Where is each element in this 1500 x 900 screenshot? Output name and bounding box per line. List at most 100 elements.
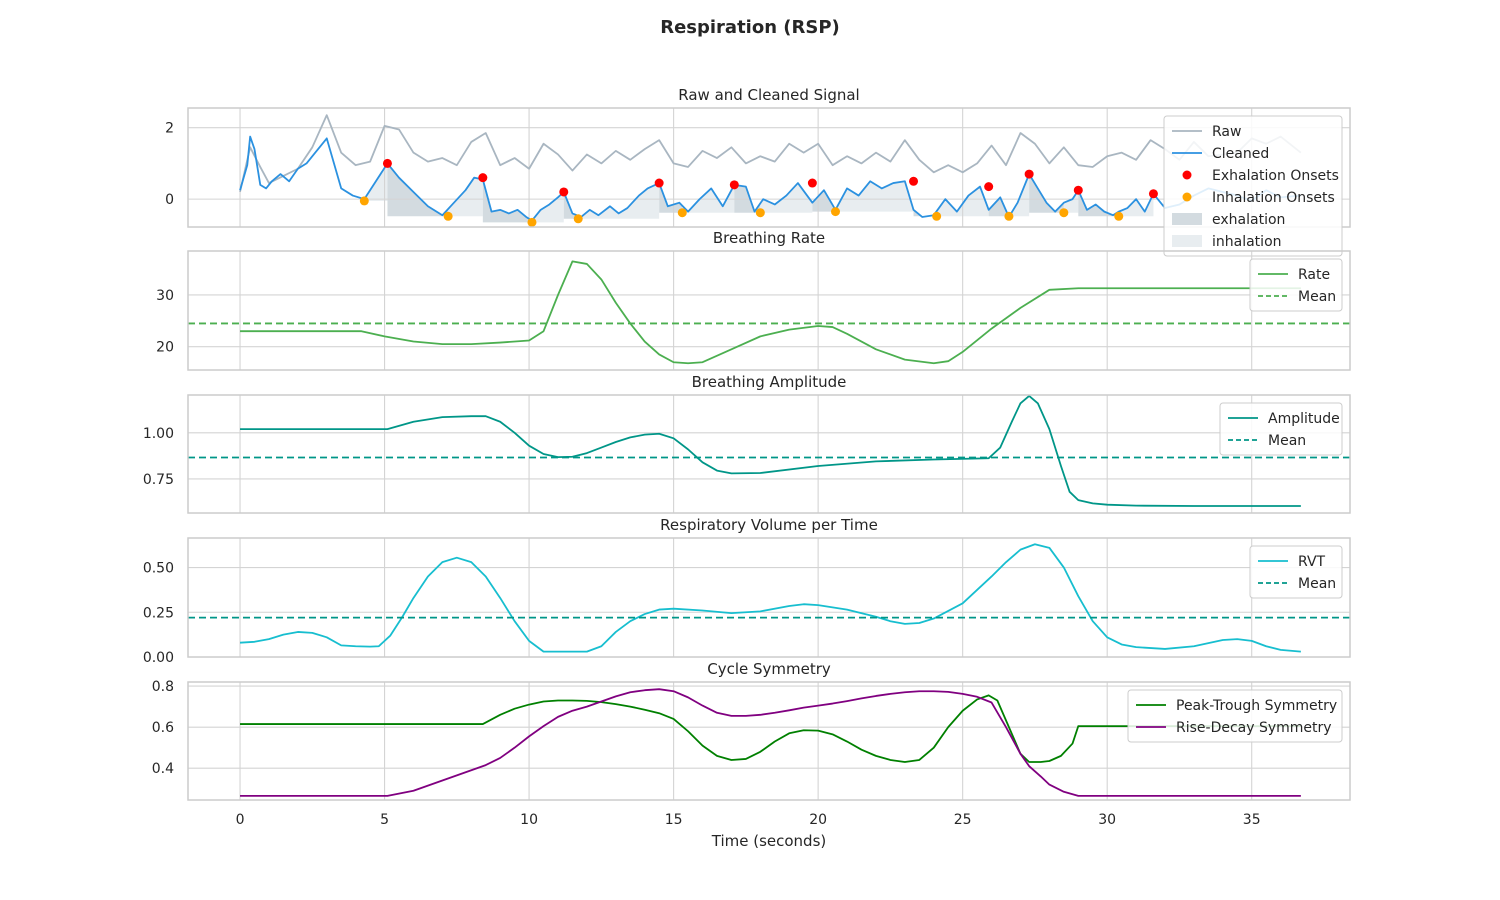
legend-box [1219, 402, 1343, 456]
y-tick-label: 0.50 [143, 561, 174, 577]
legend-patch-swatch [1172, 235, 1202, 247]
axes-frame [187, 394, 1351, 514]
legend-marker-swatch [1182, 192, 1192, 202]
exhalation-area [988, 197, 1009, 217]
series-line [240, 260, 1301, 365]
inhalation-area [1008, 174, 1030, 217]
panel-title: Breathing Amplitude [692, 373, 847, 391]
onset-point [807, 178, 817, 188]
legend: Rate Mean [1249, 258, 1343, 312]
legend: Peak-Trough Symmetry Rise-Decay Symmetry [1127, 689, 1343, 743]
legend-box [1249, 258, 1343, 312]
onset-point [1114, 211, 1124, 221]
onset-point [573, 214, 583, 224]
y-tick-label: 0.00 [143, 650, 174, 666]
x-tick-label: 30 [1098, 812, 1116, 828]
exhalation-area [387, 163, 449, 217]
legend: Amplitude Mean [1219, 402, 1343, 456]
legend-patch-swatch [1172, 213, 1202, 225]
panel-title: Cycle Symmetry [707, 660, 831, 678]
inhalation-area [760, 183, 813, 213]
x-tick-label: 0 [236, 812, 245, 828]
inhalation-area [936, 186, 989, 217]
y-tick-label: 0.25 [143, 605, 174, 621]
x-tick-label: 35 [1243, 812, 1261, 828]
y-tick-label: 0 [165, 192, 174, 208]
exhalation-area [659, 183, 683, 213]
onset-point [984, 182, 994, 192]
onset-point [755, 208, 765, 218]
legend-label: Mean [1298, 576, 1336, 592]
onset-point [359, 196, 369, 206]
legend-marker-swatch [1182, 170, 1192, 180]
legend-label: RVT [1298, 554, 1326, 570]
panel-title: Raw and Cleaned Signal [678, 86, 859, 104]
onset-point [1073, 185, 1083, 195]
x-tick-label: 20 [809, 812, 827, 828]
onset-point [478, 173, 488, 183]
x-axis-label: Time (seconds) [711, 832, 827, 850]
panel-1: 0 2 Raw and Cleaned Signal Raw Cleaned Exhala… [165, 86, 1351, 257]
y-tick-label: 0.6 [152, 720, 174, 736]
legend-label: Raw [1212, 124, 1241, 140]
y-tick-label: 30 [156, 288, 174, 304]
inhalation-area [448, 177, 483, 217]
panel-5: 0.4 0.6 0.8 Cycle Symmetry Peak-Trough Symme… [152, 660, 1351, 828]
onset-point [1004, 211, 1014, 221]
legend: RVT Mean [1249, 545, 1343, 599]
legend-label: Cleaned [1212, 146, 1269, 162]
axes-frame [187, 681, 1351, 801]
legend-label: inhalation [1212, 234, 1282, 250]
y-tick-label: 1.00 [143, 426, 174, 442]
legend-label: Peak-Trough Symmetry [1176, 698, 1337, 714]
legend-label: Exhalation Onsets [1212, 168, 1339, 184]
x-tick-label: 10 [520, 812, 538, 828]
legend-label: Rise-Decay Symmetry [1176, 720, 1332, 736]
panel-4: 0.00 0.25 0.50 Respiratory Volume per Time R… [143, 516, 1351, 666]
onset-point [909, 176, 919, 186]
axes-frame [187, 250, 1351, 371]
legend-box [1127, 689, 1343, 743]
series-line [240, 395, 1301, 507]
y-tick-label: 0.4 [152, 761, 174, 777]
series-line [240, 688, 1301, 797]
panel-title: Respiratory Volume per Time [660, 516, 878, 534]
panel-3: 0.75 1.00 Breathing Amplitude Amplitude Mean [143, 373, 1351, 514]
legend-label: Mean [1298, 289, 1336, 305]
panel-2: 20 30 Breathing Rate Rate Mean [156, 229, 1351, 371]
legend-label: Rate [1298, 267, 1330, 283]
series-line [239, 114, 1302, 193]
x-tick-label: 15 [665, 812, 683, 828]
inhalation-area [1118, 193, 1154, 217]
legend: Raw Cleaned Exhalation Onsets Inhalation On… [1163, 115, 1343, 257]
exhalation-area [563, 191, 579, 219]
legend-box [1163, 115, 1343, 257]
axes-frame [187, 537, 1351, 658]
x-tick-label: 5 [380, 812, 389, 828]
onset-point [443, 211, 453, 221]
y-tick-label: 0.8 [152, 679, 174, 695]
onset-point [932, 211, 942, 221]
legend-label: Amplitude [1268, 411, 1340, 427]
onset-point [1148, 189, 1158, 199]
exhalation-area [1029, 174, 1064, 213]
figure-title: Respiration (RSP) [660, 17, 840, 38]
axes-frame [187, 107, 1351, 228]
onset-point [527, 217, 537, 227]
onset-point [1059, 208, 1069, 218]
y-tick-label: 2 [165, 121, 174, 137]
panel-title: Breathing Rate [713, 229, 825, 247]
onset-point [830, 207, 840, 217]
x-tick-label: 25 [954, 812, 972, 828]
legend-box [1249, 545, 1343, 599]
onset-point [654, 178, 664, 188]
inhalation-area [835, 181, 914, 212]
onset-point [559, 187, 569, 197]
onset-point [382, 158, 392, 168]
exhalation-area [812, 190, 836, 212]
y-tick-label: 0.75 [143, 472, 174, 488]
onset-point [729, 180, 739, 190]
inhalation-area [578, 183, 660, 219]
y-tick-label: 20 [156, 340, 174, 356]
